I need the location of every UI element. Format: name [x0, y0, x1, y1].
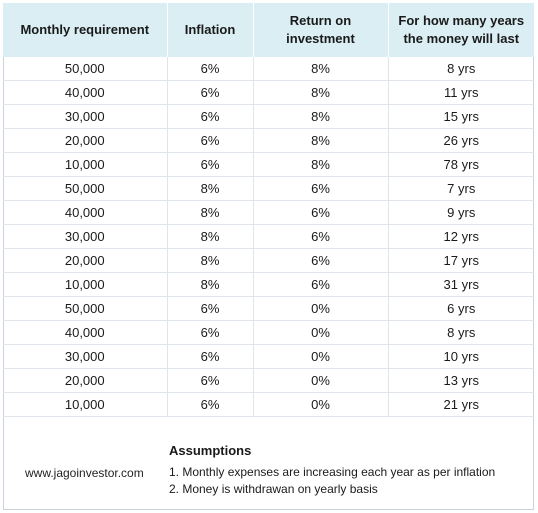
monthly-requirement-cell: 20,000 [3, 128, 168, 153]
inflation-cell: 8% [167, 176, 254, 201]
assumptions-list: 1. Monthly expenses are increasing each … [169, 464, 495, 498]
years-cell: 31 yrs [388, 272, 534, 297]
inflation-cell: 6% [167, 152, 254, 177]
return-cell: 0% [253, 320, 389, 345]
monthly-requirement-cell: 10,000 [3, 392, 168, 417]
years-cell: 8 yrs [388, 57, 534, 81]
table-row: 10,000 8% 6% 31 yrs [3, 272, 534, 297]
years-cell: 10 yrs [388, 344, 534, 369]
website-text: www.jagoinvestor.com [25, 466, 144, 480]
header-years-money-lasts: For how many years the money will last [388, 3, 534, 57]
inflation-cell: 6% [167, 320, 254, 345]
years-cell: 8 yrs [388, 320, 534, 345]
inflation-cell: 6% [167, 392, 254, 417]
table-row: 20,000 8% 6% 17 yrs [3, 248, 534, 273]
years-cell: 11 yrs [388, 80, 534, 105]
header-inflation: Inflation [167, 3, 254, 57]
header-return-line1: Return on [289, 13, 352, 28]
inflation-cell: 8% [167, 248, 254, 273]
monthly-requirement-cell: 50,000 [3, 57, 168, 81]
assumptions-title: Assumptions [169, 443, 252, 458]
header-return-line2: investment [286, 31, 355, 46]
table-header: Monthly requirement Inflation Return on … [3, 3, 534, 57]
table-row: 50,000 6% 0% 6 yrs [3, 296, 534, 321]
years-cell: 26 yrs [388, 128, 534, 153]
table-row: 50,000 6% 8% 8 yrs [3, 57, 534, 81]
inflation-cell: 8% [167, 224, 254, 249]
years-cell: 13 yrs [388, 368, 534, 393]
table-row: 40,000 6% 8% 11 yrs [3, 80, 534, 105]
table-row: 30,000 6% 8% 15 yrs [3, 104, 534, 129]
monthly-requirement-cell: 40,000 [3, 320, 168, 345]
inflation-cell: 8% [167, 200, 254, 225]
monthly-requirement-cell: 10,000 [3, 272, 168, 297]
inflation-cell: 6% [167, 128, 254, 153]
retirement-table: Monthly requirement Inflation Return on … [3, 3, 534, 417]
assumption-item: 2. Money is withdrawan on yearly basis [169, 482, 378, 496]
years-cell: 9 yrs [388, 200, 534, 225]
return-cell: 0% [253, 368, 389, 393]
return-cell: 0% [253, 344, 389, 369]
return-cell: 8% [253, 104, 389, 129]
table-row: 40,000 8% 6% 9 yrs [3, 200, 534, 225]
inflation-cell: 6% [167, 344, 254, 369]
monthly-requirement-cell: 20,000 [3, 248, 168, 273]
inflation-cell: 6% [167, 368, 254, 393]
monthly-requirement-cell: 50,000 [3, 296, 168, 321]
inflation-cell: 6% [167, 104, 254, 129]
monthly-requirement-cell: 50,000 [3, 176, 168, 201]
table-row: 20,000 6% 0% 13 yrs [3, 368, 534, 393]
table-row: 50,000 8% 6% 7 yrs [3, 176, 534, 201]
return-cell: 0% [253, 296, 389, 321]
table-row: 30,000 6% 0% 10 yrs [3, 344, 534, 369]
table-row: 20,000 6% 8% 26 yrs [3, 128, 534, 153]
return-cell: 8% [253, 80, 389, 105]
table-row: 10,000 6% 0% 21 yrs [3, 392, 534, 417]
monthly-requirement-cell: 40,000 [3, 200, 168, 225]
monthly-requirement-cell: 20,000 [3, 368, 168, 393]
inflation-cell: 6% [167, 57, 254, 81]
table-row: 40,000 6% 0% 8 yrs [3, 320, 534, 345]
return-cell: 6% [253, 272, 389, 297]
return-cell: 8% [253, 152, 389, 177]
monthly-requirement-cell: 10,000 [3, 152, 168, 177]
footer: www.jagoinvestor.com Assumptions 1. Mont… [3, 423, 534, 510]
assumption-item: 1. Monthly expenses are increasing each … [169, 465, 496, 479]
years-cell: 78 yrs [388, 152, 534, 177]
years-cell: 17 yrs [388, 248, 534, 273]
return-cell: 0% [253, 392, 389, 417]
years-cell: 6 yrs [388, 296, 534, 321]
table-body: 50,000 6% 8% 8 yrs 40,000 6% 8% 11 yrs 30,000 6% 8… [3, 57, 534, 417]
table-row: 10,000 6% 8% 78 yrs [3, 152, 534, 177]
years-cell: 21 yrs [388, 392, 534, 417]
inflation-cell: 6% [167, 296, 254, 321]
header-row: Monthly requirement Inflation Return on … [3, 3, 534, 57]
years-cell: 15 yrs [388, 104, 534, 129]
header-years-line1: For how many years [398, 13, 525, 28]
years-cell: 7 yrs [388, 176, 534, 201]
monthly-requirement-cell: 30,000 [3, 224, 168, 249]
inflation-cell: 8% [167, 272, 254, 297]
return-cell: 8% [253, 57, 389, 81]
years-cell: 12 yrs [388, 224, 534, 249]
return-cell: 6% [253, 224, 389, 249]
monthly-requirement-cell: 40,000 [3, 80, 168, 105]
header-monthly-requirement: Monthly requirement [3, 3, 168, 57]
monthly-requirement-cell: 30,000 [3, 104, 168, 129]
return-cell: 6% [253, 248, 389, 273]
table-row: 30,000 8% 6% 12 yrs [3, 224, 534, 249]
return-cell: 6% [253, 176, 389, 201]
return-cell: 6% [253, 200, 389, 225]
header-return-on-investment: Return on investment [253, 3, 389, 57]
return-cell: 8% [253, 128, 389, 153]
monthly-requirement-cell: 30,000 [3, 344, 168, 369]
inflation-cell: 6% [167, 80, 254, 105]
header-years-line2: the money will last [403, 31, 520, 46]
